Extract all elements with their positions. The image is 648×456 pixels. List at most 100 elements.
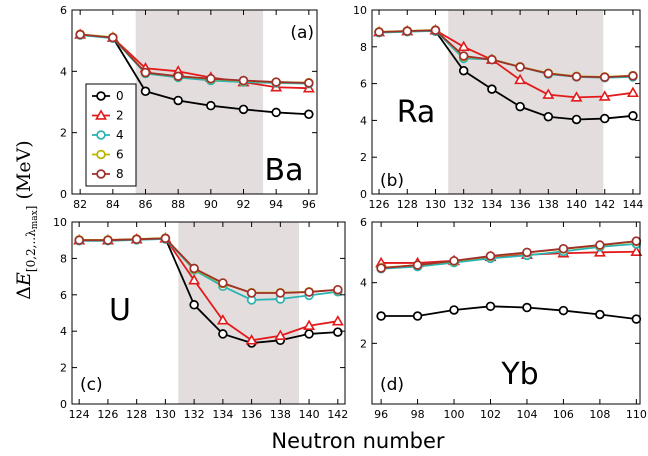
x-tick-label: 128 [126, 408, 147, 421]
x-tick-label: 136 [241, 408, 262, 421]
legend-marker-0 [96, 91, 106, 101]
data-point-0-106 [558, 305, 569, 316]
data-point-0-96 [304, 109, 314, 120]
y-tick-label: 2 [60, 127, 67, 140]
data-point-8-128 [402, 26, 413, 36]
x-tick-label: 102 [480, 408, 501, 421]
y-tick-label: 0 [60, 188, 67, 201]
data-point-0-142 [333, 327, 343, 337]
panel-label: (b) [380, 171, 404, 191]
x-tick-label: 98 [411, 408, 425, 421]
data-point-2-142 [331, 314, 344, 326]
data-point-8-130 [430, 25, 441, 35]
shaded-region [448, 10, 604, 194]
x-tick-label: 144 [622, 198, 643, 211]
legend-marker-2 [95, 109, 107, 120]
x-tick-label: 84 [106, 198, 120, 211]
x-tick-label: 130 [425, 198, 446, 211]
legend-label-6: 6 [116, 148, 124, 162]
data-point-2-142 [598, 90, 611, 101]
y-tick-label: 0 [60, 398, 67, 411]
data-point-2-132 [188, 274, 201, 285]
data-point-0-94 [271, 107, 281, 118]
series-line-8 [80, 33, 309, 84]
data-point-8-138 [275, 288, 286, 298]
data-point-8-108 [595, 240, 605, 250]
data-point-0-98 [412, 311, 423, 321]
y-tick-label: 6 [360, 78, 367, 91]
data-point-8-144 [628, 71, 638, 81]
x-tick-label: 132 [453, 198, 474, 211]
element-label: Yb [500, 357, 538, 392]
x-tick-label: 82 [73, 198, 87, 211]
data-point-8-96 [376, 263, 386, 273]
data-point-8-138 [543, 68, 554, 79]
data-point-0-100 [449, 305, 459, 315]
data-point-8-106 [558, 243, 569, 254]
x-tick-label: 142 [327, 408, 348, 421]
data-point-8-136 [515, 62, 525, 72]
x-tick-label: 140 [299, 408, 320, 421]
data-point-2-132 [457, 40, 470, 52]
data-point-8-126 [103, 235, 113, 245]
data-point-8-140 [304, 287, 314, 297]
x-tick-label: 134 [481, 198, 502, 211]
y-tick-label: 4 [360, 277, 367, 290]
data-point-0-104 [522, 302, 532, 313]
data-point-2-134 [216, 314, 229, 325]
y-tick-label: 4 [60, 65, 67, 78]
panel-label: (d) [380, 375, 404, 395]
data-point-0-102 [485, 301, 496, 312]
y-tick-label: 10 [353, 4, 367, 17]
series-line-0 [381, 305, 637, 320]
axes-frame [371, 221, 641, 405]
series-line-2 [381, 250, 637, 264]
data-point-2-138 [542, 88, 555, 99]
data-point-0-140 [571, 114, 582, 125]
y-tick-label: 2 [360, 151, 367, 164]
data-point-0-134 [487, 84, 497, 94]
x-tick-label: 96 [302, 198, 316, 211]
data-point-2-110 [630, 245, 643, 256]
y-tick-label: 6 [360, 216, 367, 229]
x-tick-label: 104 [516, 408, 537, 421]
axes-frame [371, 9, 641, 195]
y-tick-label: 6 [60, 4, 67, 17]
data-point-8-140 [571, 71, 582, 82]
x-tick-label: 86 [139, 198, 153, 211]
legend-label-8: 8 [116, 167, 124, 181]
data-point-0-92 [238, 104, 249, 115]
x-tick-label: 100 [444, 408, 465, 421]
element-label: U [109, 293, 131, 328]
x-tick-label: 142 [594, 198, 615, 211]
data-point-0-138 [543, 111, 554, 122]
x-tick-label: 136 [510, 198, 531, 211]
x-tick-label: 126 [369, 198, 390, 211]
legend-marker-4 [96, 130, 106, 140]
series-8 [376, 236, 642, 273]
data-point-0-132 [189, 300, 199, 310]
panel-u: 124 126 128 130 132 134 136 138 140 142 0 2 4 6 8 10 (c)… [53, 216, 348, 421]
x-tick-label: 92 [237, 198, 251, 211]
data-point-8-134 [487, 54, 497, 65]
data-point-0-96 [376, 311, 386, 321]
x-tick-label: 108 [589, 408, 610, 421]
y-tick-label: 8 [60, 252, 67, 265]
axes-frame [71, 221, 346, 405]
x-tick-label: 140 [566, 198, 587, 211]
data-point-2-136 [514, 73, 527, 85]
data-point-0-110 [631, 314, 642, 324]
x-tick-label: 88 [171, 198, 185, 211]
panel-yb: 96 98 100 102 104 106 108 110 2 4 6 (d) Yb [360, 216, 647, 421]
shaded-region [178, 222, 300, 404]
data-point-8-142 [333, 284, 343, 295]
data-point-8-134 [218, 278, 228, 288]
data-point-8-124 [74, 235, 84, 245]
x-tick-label: 138 [538, 198, 559, 211]
data-point-8-84 [108, 32, 118, 43]
legend: 0 2 4 6 8 [85, 83, 137, 187]
x-tick-label: 138 [270, 408, 291, 421]
data-point-0-108 [595, 309, 605, 320]
x-tick-label: 94 [269, 198, 283, 211]
